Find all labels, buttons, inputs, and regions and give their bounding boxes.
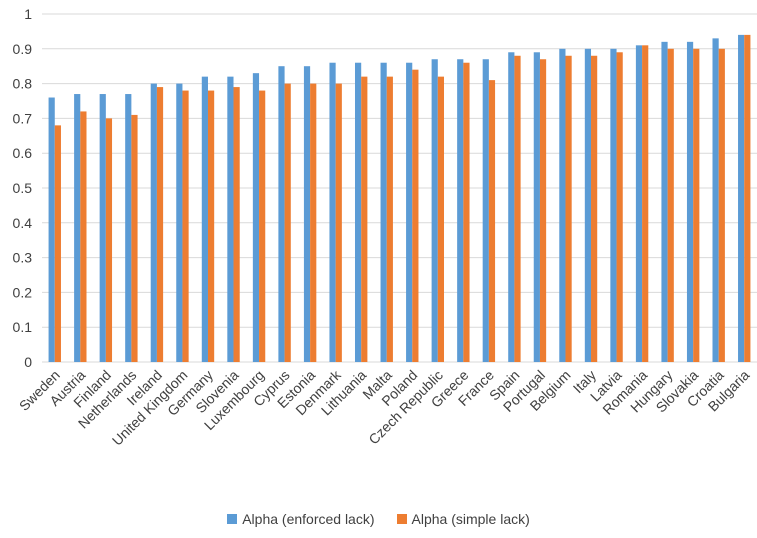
bar-enforced-lack <box>201 76 208 362</box>
legend-label-simple: Alpha (simple lack) <box>411 511 530 527</box>
bar-simple-lack <box>514 55 521 362</box>
y-tick-label: 0.2 <box>13 284 33 300</box>
bar-enforced-lack <box>661 41 668 363</box>
bar-simple-lack <box>591 55 598 362</box>
gridlines <box>42 13 757 363</box>
bar-simple-lack <box>156 87 164 362</box>
bar-simple-lack <box>361 76 368 362</box>
bar-simple-lack <box>310 83 317 362</box>
bar-simple-lack <box>386 76 393 362</box>
bar-simple-lack <box>718 48 725 363</box>
bar-simple-lack <box>539 59 547 363</box>
y-tick-label: 0.8 <box>13 76 33 92</box>
bar-simple-lack <box>259 90 266 362</box>
bar-enforced-lack <box>278 66 285 362</box>
bar-enforced-lack <box>48 97 55 363</box>
bar-simple-lack <box>131 114 138 362</box>
bar-enforced-lack <box>303 66 311 362</box>
bar-enforced-lack <box>99 94 106 362</box>
bar-simple-lack <box>642 45 649 362</box>
legend-item-simple: Alpha (simple lack) <box>396 511 530 527</box>
bar-enforced-lack <box>74 94 81 362</box>
bar-enforced-lack <box>610 48 617 363</box>
bar-enforced-lack <box>635 45 643 362</box>
y-tick-label: 0 <box>24 354 32 370</box>
bar-enforced-lack <box>125 94 132 362</box>
y-tick-label: 0.1 <box>13 319 33 335</box>
bar-simple-lack <box>744 34 751 362</box>
bar-enforced-lack <box>584 48 592 363</box>
bar-simple-lack <box>207 90 215 362</box>
bar-enforced-lack <box>508 52 515 362</box>
bar-enforced-lack <box>406 62 413 362</box>
bar-enforced-lack <box>252 73 260 362</box>
y-tick-label: 0.7 <box>13 110 33 126</box>
bar-enforced-lack <box>150 83 157 362</box>
legend-label-enforced: Alpha (enforced lack) <box>242 511 375 527</box>
bar-simple-lack <box>284 83 291 362</box>
bar-enforced-lack <box>354 62 362 362</box>
bar-enforced-lack <box>559 48 566 363</box>
bar-enforced-lack <box>712 38 719 363</box>
y-tick-label: 0.9 <box>13 41 33 57</box>
y-tick-label: 0.3 <box>13 250 33 266</box>
y-tick-label: 0.5 <box>13 180 33 196</box>
bar-simple-lack <box>54 125 61 362</box>
legend-swatch-enforced <box>227 514 238 524</box>
x-axis-tick-labels: SwedenAustriaFinlandNetherlandsIrelandUn… <box>16 366 753 448</box>
legend: Alpha (enforced lack) Alpha (simple lack… <box>0 511 757 527</box>
y-tick-label: 0.4 <box>13 215 33 231</box>
bar-simple-lack <box>565 55 572 362</box>
bar-simple-lack <box>616 52 623 362</box>
bar-enforced-lack <box>533 52 540 362</box>
bar-simple-lack <box>335 83 342 362</box>
legend-swatch-simple <box>396 514 407 524</box>
y-tick-label: 0.6 <box>13 145 33 161</box>
bar-simple-lack <box>105 118 113 363</box>
bar-simple-lack <box>182 90 189 362</box>
bar-enforced-lack <box>431 59 438 363</box>
bar-simple-lack <box>437 76 445 362</box>
bar-enforced-lack <box>329 62 336 362</box>
bar-simple-lack <box>233 87 240 362</box>
bar-enforced-lack <box>482 59 489 363</box>
bar-simple-lack <box>80 111 87 362</box>
bar-enforced-lack <box>380 62 387 362</box>
bar-enforced-lack <box>738 34 745 362</box>
legend-item-enforced: Alpha (enforced lack) <box>227 511 375 527</box>
y-tick-label: 1 <box>24 6 32 22</box>
bar-enforced-lack <box>686 41 694 363</box>
bars <box>48 34 751 363</box>
bar-simple-lack <box>693 48 700 363</box>
bar-simple-lack <box>463 62 470 362</box>
bar-simple-lack <box>412 69 419 363</box>
bar-simple-lack <box>667 48 674 363</box>
bar-enforced-lack <box>457 59 464 363</box>
bar-enforced-lack <box>227 76 234 362</box>
bar-enforced-lack <box>176 83 183 362</box>
y-axis-tick-labels: 0 0.1 0.2 0.3 0.4 0.5 0.6 0.7 0.8 0.9 1 <box>13 6 33 370</box>
bar-simple-lack <box>488 80 496 363</box>
